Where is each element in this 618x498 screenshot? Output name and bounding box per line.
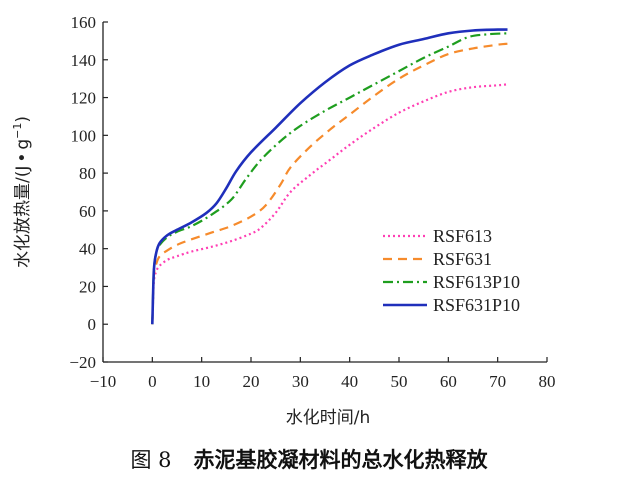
x-tick-label: 30 <box>292 372 309 391</box>
legend-label-rsf613p10: RSF613P10 <box>433 272 520 292</box>
y-tick-label: 80 <box>79 164 96 183</box>
y-axis-title-close: ) <box>13 116 33 123</box>
x-tick-label: 0 <box>148 372 157 391</box>
y-tick-label: 120 <box>71 89 97 108</box>
series-line-rsf613 <box>151 83 508 325</box>
y-tick-label: 140 <box>71 51 97 70</box>
series-line-rsf631p10 <box>151 28 508 325</box>
legend-label-rsf631p10: RSF631P10 <box>433 295 520 315</box>
legend-label-rsf631: RSF631 <box>433 249 492 269</box>
series-line-rsf613p10 <box>151 32 508 325</box>
x-tick-label: 60 <box>440 372 457 391</box>
chart: −10 0 10 20 30 40 50 60 70 80 −20 0 20 40 60 80 100 120 14… <box>11 13 556 428</box>
figure-caption: 图 8 赤泥基胶凝材料的总水化热释放 <box>0 444 618 474</box>
x-tick-label: 10 <box>193 372 210 391</box>
x-tick-label: −10 <box>90 372 117 391</box>
series-lines <box>151 28 508 325</box>
plot-axes <box>102 22 547 363</box>
y-axis-title-sup: −1 <box>11 123 24 139</box>
y-axis-title-main: 水化放热量/(J <box>13 166 33 268</box>
x-tick-label: 70 <box>489 372 506 391</box>
x-tick-label: 20 <box>243 372 260 391</box>
y-tick-label: 20 <box>79 277 96 296</box>
figure-number: 图 8 <box>130 448 172 472</box>
x-tick-label: 50 <box>391 372 408 391</box>
x-axis-title: 水化时间/h <box>286 408 371 428</box>
y-tick-label: 60 <box>79 202 96 221</box>
y-tick-label: 160 <box>71 13 97 32</box>
axis-ticks: −10 0 10 20 30 40 50 60 70 80 −20 0 20 40 60 80 100 120 14… <box>69 13 555 391</box>
x-tick-label: 80 <box>539 372 556 391</box>
figure-caption-text: 赤泥基胶凝材料的总水化热释放 <box>193 448 488 472</box>
y-axis-title: 水化放热量/(J • g−1) <box>11 116 33 268</box>
legend-label-rsf613: RSF613 <box>433 226 492 246</box>
y-axis-title-g: g <box>13 139 33 150</box>
series-line-rsf631 <box>151 42 508 325</box>
y-tick-label: 100 <box>71 126 97 145</box>
x-tick-label: 40 <box>341 372 358 391</box>
legend: RSF613 RSF631 RSF613P10 RSF631P10 <box>383 226 520 315</box>
y-tick-label: −20 <box>69 353 96 372</box>
y-axis-title-dot: • <box>13 153 33 163</box>
y-tick-label: 40 <box>79 240 96 259</box>
y-tick-label: 0 <box>88 315 97 334</box>
